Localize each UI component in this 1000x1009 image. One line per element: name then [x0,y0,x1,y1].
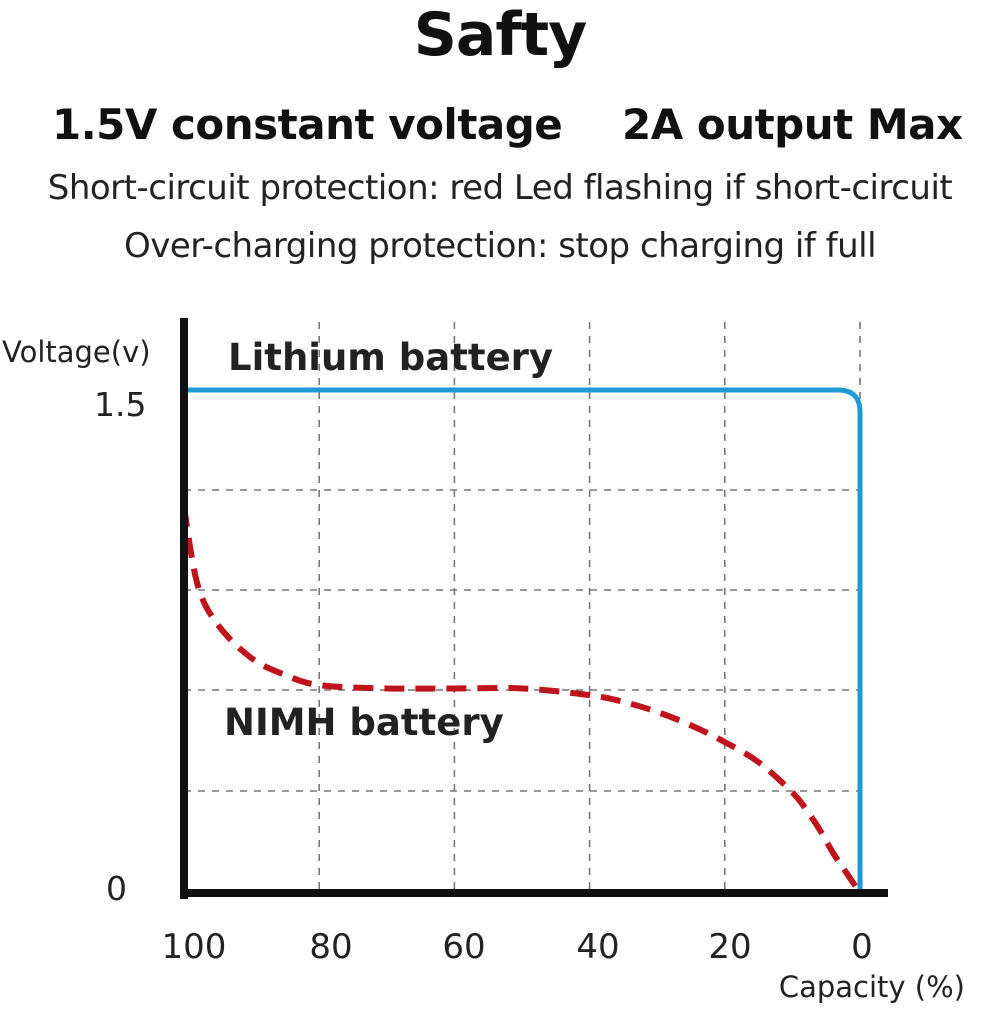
page-title: Safty [413,0,588,70]
x-tick-label: 40 [576,927,619,967]
y-tick-label: 0 [106,869,127,908]
x-tick-label: 80 [309,927,352,967]
x-tick-label: 60 [442,927,485,967]
series-label-lithium: Lithium battery [228,336,553,379]
chart-lines [181,387,863,895]
x-tick-label: 100 [162,927,227,967]
x-tick-label: 20 [708,927,751,967]
chart-grid [184,322,861,893]
voltage-spec: 1.5V constant voltage [52,100,563,149]
y-tick-label: 1.5 [94,385,146,424]
output-spec: 2A output Max [622,100,963,149]
x-axis-label: Capacity (%) [779,970,965,1004]
series-label-nimh: NIMH battery [224,701,504,744]
chart-axes [180,318,888,899]
nimh-series-line [181,506,863,895]
x-tick-label: 0 [851,927,873,967]
y-axis-label: Voltage(v) [2,335,151,369]
overcharge-feature: Over-charging protection: stop charging … [123,226,877,266]
lithium-series-line [184,387,863,893]
short-circuit-feature: Short-circuit protection: red Led flashi… [47,168,953,208]
